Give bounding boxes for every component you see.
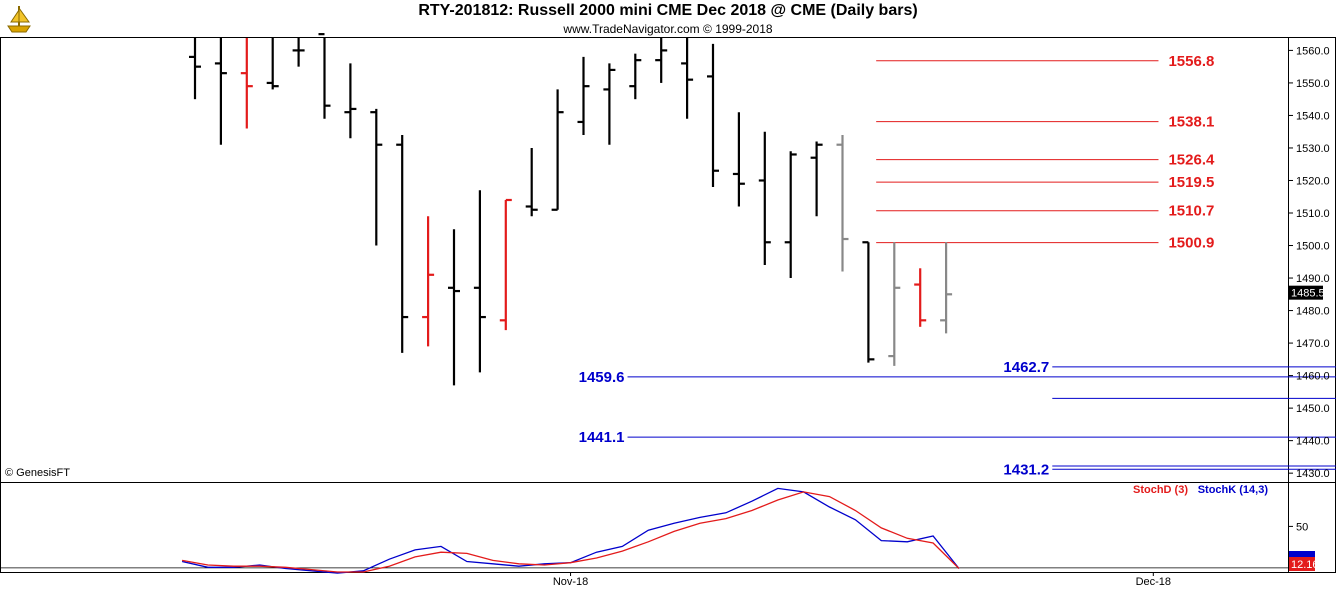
- price-panel: [0, 37, 1289, 483]
- ohlc-bar: [629, 53, 642, 100]
- ohlc-bar: [499, 198, 512, 331]
- ohlc-bar: [422, 216, 435, 347]
- stochk-badge: [1289, 551, 1315, 557]
- price-tick-label: 1440.0: [1296, 436, 1330, 448]
- legend-stochk: StochK (14,3): [1198, 484, 1269, 496]
- level-label-resistance: 1500.9: [1168, 235, 1214, 252]
- price-axis-ticks: 1560.0 1550.0 1540.0 1530.0 1520.0 1510.0 1500…: [1288, 45, 1330, 480]
- level-label-resistance: 1519.5: [1168, 174, 1214, 191]
- logo-ship: [7, 25, 31, 33]
- ohlc-bar: [214, 38, 227, 145]
- ohlc-bar: [655, 38, 668, 83]
- price-axis: [1288, 37, 1336, 483]
- price-tick-label: 1530.0: [1296, 143, 1330, 155]
- level-label-support: 1431.2: [1003, 461, 1049, 478]
- price-tick-label: 1510.0: [1296, 208, 1330, 220]
- ohlc-bar: [784, 151, 797, 279]
- stochastic-lines: [1, 487, 1288, 574]
- ohlc-bar: [940, 242, 953, 334]
- stochastic-tick-label: 50: [1296, 521, 1308, 533]
- ohlc-bar: [603, 63, 616, 145]
- last-price-label: 1485.5: [1291, 288, 1325, 300]
- stochastic-series-k: [181, 487, 960, 574]
- copyright: © GenesisFT: [5, 467, 70, 479]
- ohlc-bar: [318, 33, 331, 119]
- ohlc-bar: [473, 190, 486, 373]
- logo: [7, 6, 31, 33]
- stochastic-axis-ticks: 50 12.16: [1288, 521, 1319, 571]
- price-tick-label: 1550.0: [1296, 78, 1330, 90]
- ohlc-bar: [292, 38, 305, 67]
- date-tick-label: Dec-18: [1136, 576, 1171, 588]
- ohlc-bar: [810, 141, 823, 217]
- chart-subtitle: www.TradeNavigator.com © 1999-2018: [563, 22, 773, 36]
- price-tick-label: 1500.0: [1296, 241, 1330, 253]
- legend-stochd: StochD (3): [1133, 484, 1188, 496]
- stochastic-last-value: 12.16: [1291, 559, 1319, 571]
- last-price-badge: [1289, 285, 1323, 300]
- ohlc-bar: [914, 268, 927, 327]
- ohlc-bar: [240, 38, 253, 129]
- date-tick-label: Nov-18: [553, 576, 588, 588]
- chart-title: RTY-201812: Russell 2000 mini CME Dec 20…: [418, 2, 918, 19]
- level-label-resistance: 1526.4: [1168, 152, 1215, 169]
- ohlc-bar: [370, 108, 383, 246]
- ohlc-bar: [732, 112, 745, 207]
- level-label-resistance: 1510.7: [1168, 203, 1214, 220]
- stochastic-series-d: [181, 491, 960, 573]
- stochd-badge: [1289, 557, 1315, 571]
- price-tick-label: 1450.0: [1296, 403, 1330, 415]
- ohlc-bar: [707, 43, 719, 187]
- date-axis-ticks: Nov-18 Dec-18: [553, 572, 1171, 588]
- price-tick-label: 1460.0: [1296, 371, 1330, 383]
- ohlc-bar: [448, 229, 460, 386]
- price-tick-label: 1470.0: [1296, 338, 1330, 350]
- ohlc-bar: [396, 134, 409, 353]
- level-lines: 1556.8 1538.1 1526.4 1519.5 1510.7 1500.9 1462…: [579, 53, 1336, 478]
- level-label-support: 1462.7: [1003, 359, 1049, 376]
- ohlc-bar: [836, 134, 849, 272]
- ohlc-bar: [577, 56, 590, 135]
- ohlc-bar: [888, 242, 901, 366]
- price-tick-label: 1540.0: [1296, 110, 1330, 122]
- price-tick-label: 1480.0: [1296, 306, 1330, 318]
- price-bars: [189, 33, 953, 386]
- level-label-resistance: 1556.8: [1168, 53, 1214, 70]
- ohlc-bar: [266, 38, 279, 90]
- ohlc-bar: [758, 131, 771, 266]
- ohlc-bar: [344, 63, 357, 139]
- price-tick-label: 1490.0: [1296, 273, 1330, 285]
- level-label-support: 1459.6: [579, 369, 625, 386]
- price-tick-label: 1430.0: [1296, 468, 1330, 480]
- ohlc-bar: [525, 147, 538, 217]
- ohlc-bar: [189, 38, 201, 100]
- level-label-resistance: 1538.1: [1168, 114, 1214, 131]
- ohlc-bar: [862, 241, 875, 363]
- price-tick-label: 1520.0: [1296, 175, 1330, 187]
- level-label-support: 1441.1: [579, 429, 625, 446]
- ohlc-bar: [551, 89, 564, 211]
- ohlc-bar: [681, 38, 694, 119]
- price-tick-label: 1560.0: [1296, 45, 1330, 57]
- stochastic-panel: [0, 482, 1289, 573]
